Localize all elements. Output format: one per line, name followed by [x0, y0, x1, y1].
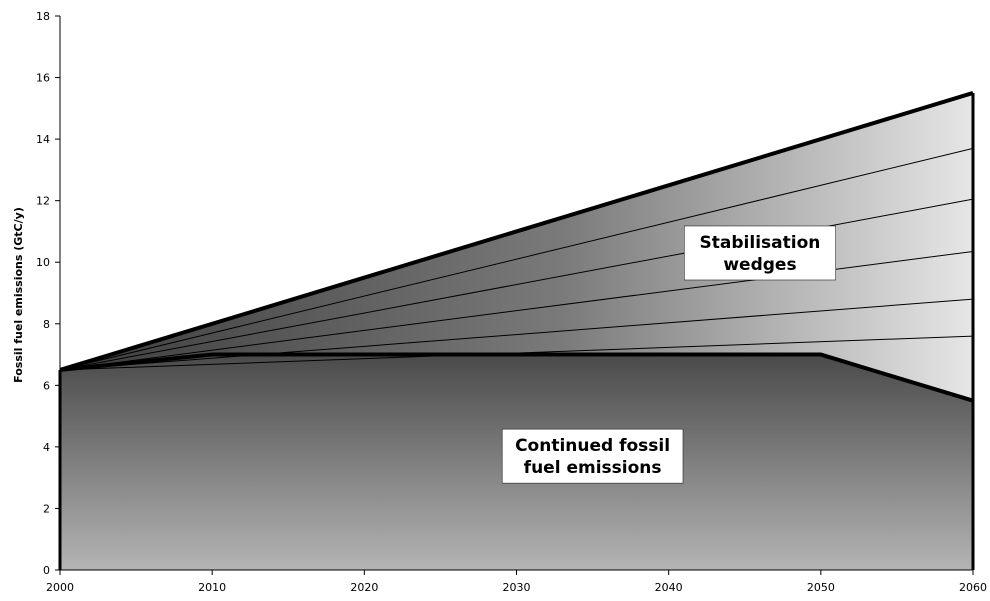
- continued-label-box: [501, 428, 684, 484]
- y-tick-label: 0: [43, 564, 50, 577]
- x-tick-label: 2000: [46, 581, 74, 594]
- wedge-divider-2: [59, 298, 974, 371]
- x-tick-label: 2040: [655, 581, 683, 594]
- x-tick-label: 2050: [807, 581, 835, 594]
- y-tick-label: 6: [43, 379, 50, 392]
- wedges-label-box: [684, 225, 836, 281]
- stabilisation-wedges-area: [60, 92, 973, 401]
- y-tick-label: 2: [43, 502, 50, 515]
- y-tick-label: 10: [36, 256, 50, 269]
- continued-label-line: fuel emissions: [524, 458, 662, 478]
- wedge-divider-5: [59, 147, 974, 371]
- y-tick-label: 4: [43, 441, 50, 454]
- x-tick-label: 2060: [959, 581, 987, 594]
- wedges-label-line: wedges: [723, 255, 796, 275]
- x-tick-label: 2020: [350, 581, 378, 594]
- y-tick-label: 16: [36, 72, 50, 85]
- y-tick-label: 18: [36, 10, 50, 23]
- continued-label-line: Continued fossil: [515, 436, 670, 456]
- plot-area: [58, 91, 975, 570]
- y-tick-label: 12: [36, 195, 50, 208]
- x-tick-label: 2030: [503, 581, 531, 594]
- continued-emissions-line: [59, 352, 974, 403]
- x-tick-label: 2010: [198, 581, 226, 594]
- business-as-usual-line: [59, 91, 974, 372]
- axes: 0 2 4 6 8 10 12 14 16 18 2000 2010 2020 2030 2040 2050 2…: [36, 10, 987, 594]
- y-tick-label: 14: [36, 133, 50, 146]
- wedges-label-line: Stabilisation: [700, 233, 821, 253]
- y-tick-label: 8: [43, 318, 50, 331]
- y-axis-title: Fossil fuel emissions (GtC/y): [12, 207, 25, 383]
